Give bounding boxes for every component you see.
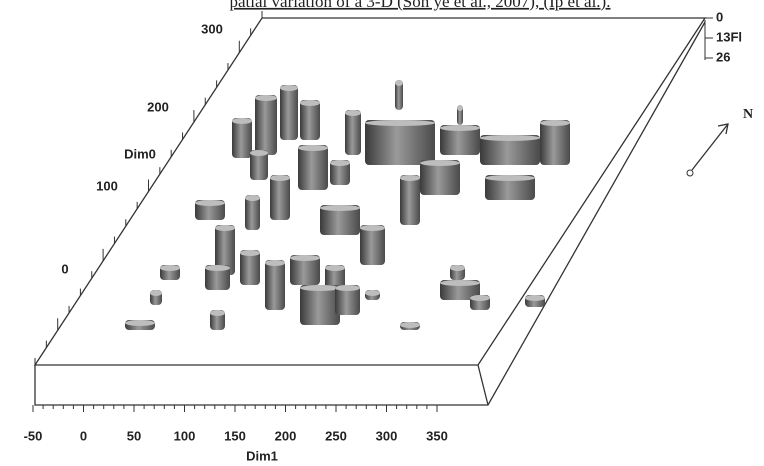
building-top bbox=[360, 225, 385, 231]
height-tick-label: 26 bbox=[716, 49, 730, 64]
compass-arrow bbox=[692, 124, 728, 170]
plate-front bbox=[35, 22, 705, 405]
dim0-tick-label: 100 bbox=[96, 178, 118, 193]
compass-label: N bbox=[743, 107, 753, 122]
height-tick-label: 13Fl bbox=[716, 29, 742, 44]
building-top bbox=[150, 290, 162, 296]
building-top bbox=[125, 320, 155, 326]
building-top bbox=[480, 135, 540, 141]
building-top bbox=[270, 175, 290, 181]
building-top bbox=[205, 265, 230, 271]
building-top bbox=[420, 160, 460, 166]
dim0-tick-label: 200 bbox=[147, 99, 169, 114]
building-top bbox=[160, 265, 180, 271]
building-top bbox=[250, 150, 268, 156]
building bbox=[280, 85, 298, 140]
building-top bbox=[325, 265, 345, 271]
dim1-tick-label: 0 bbox=[80, 428, 87, 443]
building-top bbox=[440, 280, 480, 286]
building bbox=[270, 175, 290, 220]
building-top bbox=[255, 95, 277, 101]
building-top bbox=[300, 100, 320, 106]
building-top bbox=[440, 125, 480, 131]
dim1-tick-label: 150 bbox=[224, 428, 246, 443]
dim0-label: Dim0 bbox=[124, 146, 156, 161]
plate-top bbox=[35, 18, 705, 365]
building-top bbox=[290, 255, 320, 261]
building bbox=[298, 145, 328, 190]
building-top bbox=[485, 175, 535, 181]
building-top bbox=[457, 105, 463, 111]
dim1-tick-label: -50 bbox=[24, 428, 43, 443]
height-tick-label: 0 bbox=[716, 9, 723, 24]
base-plate bbox=[35, 18, 705, 405]
building bbox=[265, 260, 285, 310]
dim1-tick-label: 250 bbox=[325, 428, 347, 443]
buildings bbox=[125, 80, 570, 330]
building-top bbox=[330, 160, 350, 166]
building-top bbox=[365, 120, 435, 126]
building-top bbox=[450, 265, 465, 271]
building-top bbox=[240, 250, 260, 256]
building bbox=[345, 110, 361, 155]
building-top bbox=[215, 225, 235, 231]
building-top bbox=[395, 80, 403, 86]
dim1-tick-label: 350 bbox=[426, 428, 448, 443]
building-top bbox=[365, 290, 380, 296]
building-top bbox=[245, 195, 260, 201]
dim1-tick-label: 50 bbox=[127, 428, 141, 443]
building-top bbox=[345, 110, 361, 116]
dim1-tick-label: 100 bbox=[174, 428, 196, 443]
dim1-tick-label: 300 bbox=[376, 428, 398, 443]
building-top bbox=[300, 285, 340, 291]
building-top bbox=[525, 295, 545, 301]
building-top bbox=[280, 85, 298, 91]
dim0-tick-label: 0 bbox=[61, 261, 68, 276]
building-top bbox=[320, 205, 360, 211]
building bbox=[400, 175, 420, 225]
plate-edge bbox=[478, 365, 488, 405]
building-top bbox=[400, 322, 420, 328]
dim1-label: Dim1 bbox=[246, 448, 278, 463]
building-top bbox=[195, 200, 225, 206]
dim1-tick-label: 200 bbox=[275, 428, 297, 443]
building-top bbox=[335, 285, 360, 291]
building bbox=[540, 120, 570, 165]
building bbox=[255, 95, 277, 155]
caption: patial variation of a 3-D (Son ye et al.… bbox=[230, 0, 611, 11]
building-top bbox=[470, 295, 490, 301]
building-top bbox=[232, 118, 252, 124]
building-top bbox=[540, 120, 570, 126]
building-top bbox=[210, 310, 225, 316]
building-top bbox=[265, 260, 285, 266]
figure: patial variation of a 3-D (Son ye et al.… bbox=[0, 0, 764, 466]
compass-origin bbox=[687, 170, 693, 176]
building-top bbox=[400, 175, 420, 181]
dim0-tick-label: 300 bbox=[201, 21, 223, 36]
building-top bbox=[298, 145, 328, 151]
building bbox=[365, 120, 435, 165]
